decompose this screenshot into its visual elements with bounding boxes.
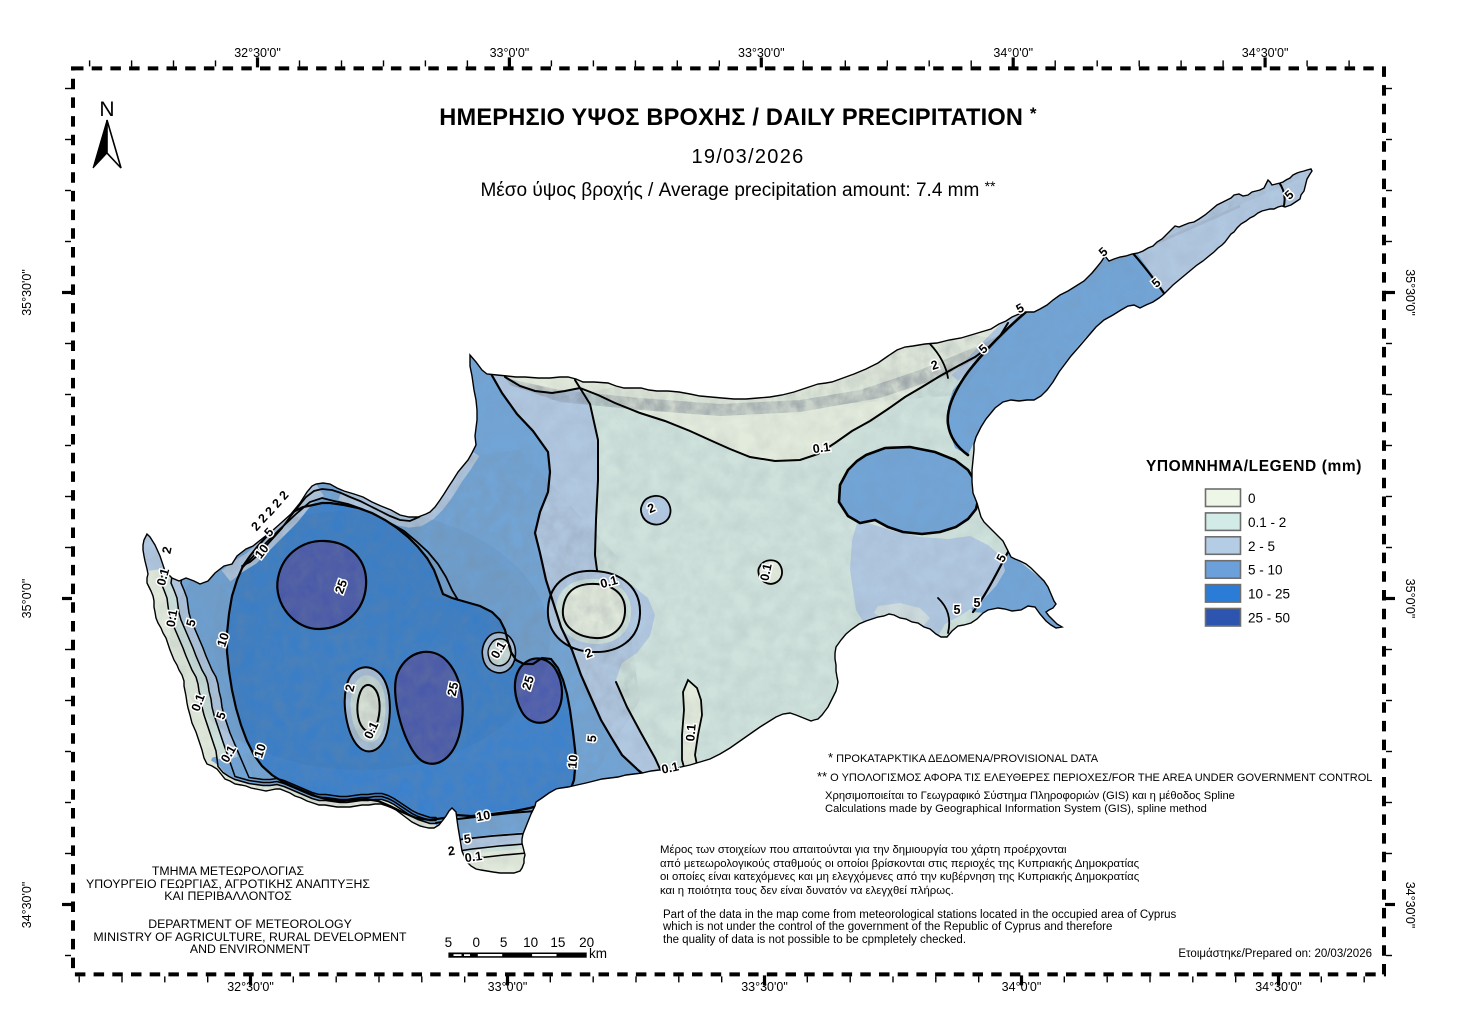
svg-text:0.1: 0.1 bbox=[812, 440, 831, 456]
svg-text:25: 25 bbox=[519, 674, 537, 692]
svg-text:35°0'0": 35°0'0" bbox=[20, 579, 34, 619]
svg-text:10: 10 bbox=[565, 754, 580, 769]
svg-text:25: 25 bbox=[332, 578, 350, 596]
svg-text:35°30'0": 35°30'0" bbox=[1403, 269, 1417, 316]
svg-text:34°30'0": 34°30'0" bbox=[1403, 882, 1417, 929]
svg-text:2: 2 bbox=[160, 545, 175, 555]
svg-text:20: 20 bbox=[579, 935, 594, 950]
svg-text:5: 5 bbox=[500, 935, 508, 950]
svg-text:2: 2 bbox=[447, 844, 456, 859]
svg-text:0.1: 0.1 bbox=[757, 562, 774, 582]
svg-text:32°30'0": 32°30'0" bbox=[234, 46, 281, 60]
svg-text:10: 10 bbox=[214, 631, 232, 649]
svg-text:0.1: 0.1 bbox=[660, 759, 680, 776]
svg-text:5: 5 bbox=[1014, 301, 1027, 317]
svg-text:0.1: 0.1 bbox=[599, 573, 619, 591]
svg-text:35°30'0": 35°30'0" bbox=[20, 269, 34, 316]
svg-text:5: 5 bbox=[1096, 244, 1111, 259]
svg-text:33°0'0": 33°0'0" bbox=[488, 980, 528, 994]
svg-text:15: 15 bbox=[550, 935, 565, 950]
svg-text:0: 0 bbox=[473, 935, 481, 950]
svg-text:33°30'0": 33°30'0" bbox=[741, 980, 788, 994]
svg-text:10: 10 bbox=[523, 935, 538, 950]
svg-text:34°30'0": 34°30'0" bbox=[1255, 980, 1302, 994]
svg-text:25 - 50: 25 - 50 bbox=[1248, 611, 1290, 626]
svg-text:34°0'0": 34°0'0" bbox=[993, 46, 1033, 60]
svg-text:ΥΠΟΜΝΗΜΑ/LEGEND (mm): ΥΠΟΜΝΗΜΑ/LEGEND (mm) bbox=[1146, 458, 1362, 475]
svg-text:32°30'0": 32°30'0" bbox=[227, 980, 274, 994]
svg-text:33°30'0": 33°30'0" bbox=[738, 46, 785, 60]
svg-text:0.1: 0.1 bbox=[683, 723, 698, 742]
svg-text:33°0'0": 33°0'0" bbox=[490, 46, 530, 60]
svg-text:5: 5 bbox=[974, 596, 981, 610]
svg-text:5 - 10: 5 - 10 bbox=[1248, 563, 1283, 578]
svg-text:N: N bbox=[99, 98, 114, 121]
svg-text:5: 5 bbox=[585, 735, 600, 743]
svg-text:34°30'0": 34°30'0" bbox=[1242, 46, 1289, 60]
svg-text:km: km bbox=[589, 946, 607, 961]
svg-text:5: 5 bbox=[463, 832, 472, 847]
svg-text:0: 0 bbox=[1248, 491, 1256, 506]
svg-text:0.1: 0.1 bbox=[361, 719, 381, 741]
svg-text:10: 10 bbox=[251, 742, 269, 760]
svg-text:10 - 25: 10 - 25 bbox=[1248, 587, 1290, 602]
svg-text:0.1: 0.1 bbox=[464, 849, 483, 865]
svg-text:34°30'0": 34°30'0" bbox=[20, 882, 34, 929]
svg-text:25: 25 bbox=[445, 681, 462, 698]
svg-text:34°0'0": 34°0'0" bbox=[1002, 980, 1042, 994]
svg-text:0.1 - 2: 0.1 - 2 bbox=[1248, 515, 1286, 530]
svg-text:10: 10 bbox=[475, 808, 491, 824]
svg-text:5: 5 bbox=[954, 603, 961, 617]
svg-text:0.1: 0.1 bbox=[154, 567, 172, 587]
svg-text:35°0'0": 35°0'0" bbox=[1403, 579, 1417, 619]
svg-text:0.1: 0.1 bbox=[164, 608, 181, 628]
svg-text:5: 5 bbox=[445, 935, 453, 950]
svg-text:2 - 5: 2 - 5 bbox=[1248, 539, 1275, 554]
